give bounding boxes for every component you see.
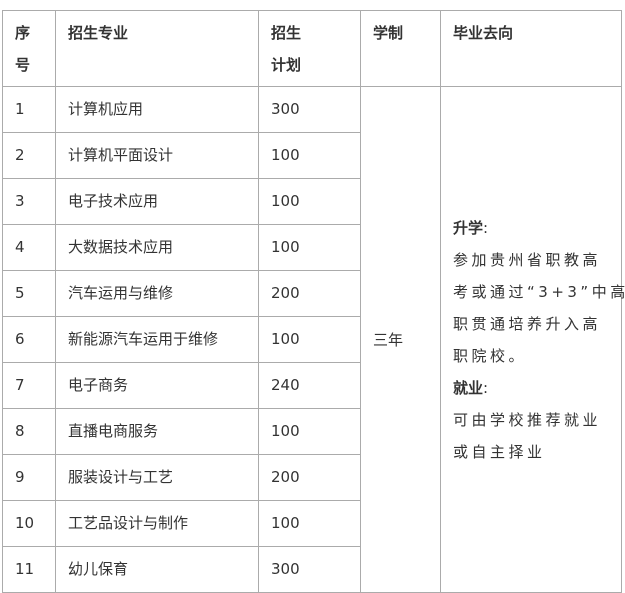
cell-major: 工艺品设计与制作 [55, 500, 259, 547]
cell-plan: 100 [258, 224, 361, 271]
further-study-line: 职院校。 [453, 346, 528, 365]
cell-index: 3 [2, 178, 56, 225]
table-row: 11 幼儿保育 300 [2, 546, 622, 593]
cell-major: 汽车运用与维修 [55, 270, 259, 317]
table-row: 10 工艺品设计与制作 100 [2, 500, 622, 547]
employment-label: 就业 [453, 378, 484, 397]
cell-index: 8 [2, 408, 56, 455]
further-study-label: 升学 [453, 218, 484, 237]
cell-major: 大数据技术应用 [55, 224, 259, 271]
header-row: 序号 招生专业 招生计划 学制 毕业去向 [2, 10, 622, 87]
cell-index: 1 [2, 86, 56, 133]
cell-major: 计算机平面设计 [55, 132, 259, 179]
header-index-line: 序 [15, 24, 31, 42]
table-row: 2 计算机平面设计 100 [2, 132, 622, 179]
cell-duration: 三年 [360, 86, 441, 593]
cell-index: 11 [2, 546, 56, 593]
further-study-line: 职贯通培养升入高 [453, 314, 602, 333]
further-study-heading: 升学: [453, 212, 615, 244]
cell-major: 电子商务 [55, 362, 259, 409]
cell-index: 7 [2, 362, 56, 409]
cell-plan: 100 [258, 132, 361, 179]
table-row: 5 汽车运用与维修 200 [2, 270, 622, 317]
header-index-line: 号 [15, 56, 31, 74]
table-row: 3 电子技术应用 100 [2, 178, 622, 225]
cell-destination: 升学: 参加贵州省职教高 考或通过“3+3”中高 职贯通培养升入高 职院校。 就业: … [440, 86, 625, 593]
cell-index: 5 [2, 270, 56, 317]
colon: : [483, 218, 492, 237]
cell-plan: 200 [258, 270, 361, 317]
cell-major: 电子技术应用 [55, 178, 259, 225]
cell-index: 2 [2, 132, 56, 179]
cell-plan: 100 [258, 316, 361, 363]
cell-plan: 100 [258, 178, 361, 225]
cell-index: 10 [2, 500, 56, 547]
colon: : [483, 378, 492, 397]
cell-major: 幼儿保育 [55, 546, 259, 593]
enrollment-table: 序号 招生专业 招生计划 学制 毕业去向 1 计算机应用 300 三年 升学: 参… [2, 10, 625, 593]
cell-plan: 100 [258, 500, 361, 547]
table-row: 6 新能源汽车运用于维修 100 [2, 316, 622, 363]
header-plan-line: 招生 [271, 24, 302, 42]
cell-major: 直播电商服务 [55, 408, 259, 455]
cell-plan: 100 [258, 408, 361, 455]
cell-index: 4 [2, 224, 56, 271]
cell-plan: 240 [258, 362, 361, 409]
cell-major: 计算机应用 [55, 86, 259, 133]
employment-line: 可由学校推荐就业 [453, 410, 602, 429]
cell-index: 9 [2, 454, 56, 501]
table-row: 9 服装设计与工艺 200 [2, 454, 622, 501]
further-study-line: 参加贵州省职教高 [453, 250, 602, 269]
cell-major: 服装设计与工艺 [55, 454, 259, 501]
employment-line: 或自主择业 [453, 442, 546, 461]
header-duration: 学制 [360, 10, 441, 87]
further-study-line: 考或通过“3+3”中高 [453, 282, 625, 301]
table-row: 8 直播电商服务 100 [2, 408, 622, 455]
cell-plan: 300 [258, 86, 361, 133]
header-major: 招生专业 [55, 10, 259, 87]
table-row: 1 计算机应用 300 三年 升学: 参加贵州省职教高考或通过“3+3”中高 职贯通… [2, 86, 625, 593]
cell-index: 6 [2, 316, 56, 363]
header-destination: 毕业去向 [440, 10, 622, 87]
header-index: 序号 [2, 10, 56, 87]
employment-heading: 就业: [453, 372, 615, 404]
header-plan-line: 计划 [271, 56, 302, 74]
cell-major: 新能源汽车运用于维修 [55, 316, 259, 363]
cell-plan: 200 [258, 454, 361, 501]
cell-plan: 300 [258, 546, 361, 593]
header-plan: 招生 计划 [258, 10, 361, 87]
